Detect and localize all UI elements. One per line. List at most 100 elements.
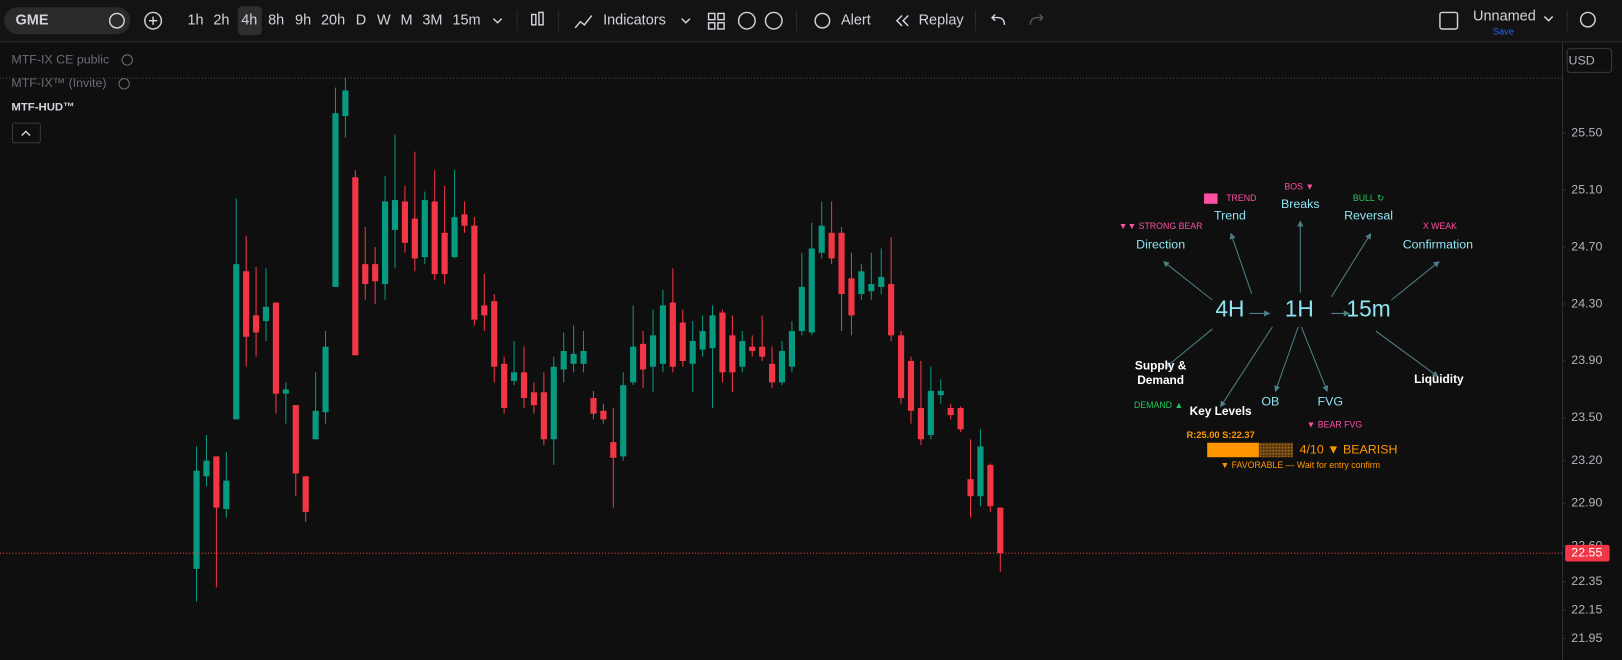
hide-icon[interactable] bbox=[121, 54, 133, 66]
candle-body bbox=[491, 301, 498, 367]
candle-body bbox=[818, 225, 825, 253]
replay-button[interactable]: Replay bbox=[919, 13, 965, 29]
indicators-button[interactable]: Indicators bbox=[603, 13, 666, 29]
interval-button[interactable]: 9h bbox=[295, 13, 311, 29]
interval-menu[interactable] bbox=[492, 18, 503, 24]
hud-timeframe: 4H bbox=[1215, 295, 1244, 321]
interval-button[interactable]: 8h bbox=[268, 13, 284, 29]
candle-body bbox=[858, 271, 865, 295]
candle-body bbox=[987, 464, 994, 507]
candle-body bbox=[391, 200, 399, 230]
candle-body bbox=[977, 446, 984, 497]
add-symbol[interactable] bbox=[144, 11, 163, 30]
candle-body bbox=[649, 335, 657, 367]
alert-icon[interactable] bbox=[814, 12, 831, 29]
layout-icon bbox=[707, 22, 716, 30]
candle-body bbox=[411, 218, 418, 259]
hud-arrow bbox=[1375, 330, 1439, 378]
layout-menu[interactable] bbox=[1543, 16, 1554, 22]
y-tick-label: 23.90 bbox=[1571, 353, 1602, 367]
candle-body bbox=[471, 225, 478, 320]
symbol-search[interactable] bbox=[4, 7, 131, 35]
collapse-legend[interactable] bbox=[11, 122, 41, 144]
toolbar bbox=[0, 0, 1622, 42]
object-button[interactable] bbox=[764, 11, 783, 30]
hud-arrow bbox=[1274, 326, 1299, 392]
hud-node: Demand bbox=[1137, 373, 1184, 387]
compare-icon[interactable] bbox=[108, 12, 125, 29]
hud-node: Reversal bbox=[1344, 208, 1393, 222]
candle-body bbox=[798, 286, 805, 332]
indicator-legend[interactable]: MTF-IX CE public bbox=[11, 52, 109, 66]
layout-icon bbox=[717, 12, 725, 21]
interval-button[interactable]: 15m bbox=[452, 13, 480, 29]
interval-button[interactable]: 1h bbox=[187, 13, 203, 29]
interval-button[interactable]: W bbox=[377, 13, 391, 29]
candle-body bbox=[203, 460, 210, 477]
candle-body bbox=[630, 346, 637, 383]
layout-icon[interactable] bbox=[707, 12, 716, 21]
hud-tag: BOS ▼ bbox=[1284, 182, 1314, 192]
hud-status: ▼ FAVORABLE — Wait for entry confirm bbox=[1221, 460, 1380, 470]
indicator-legend[interactable]: MTF-IX™ (Invite) bbox=[11, 76, 106, 90]
script-button[interactable] bbox=[737, 11, 756, 30]
currency[interactable]: USD bbox=[1569, 53, 1595, 67]
candle-body bbox=[669, 302, 676, 367]
candle-body bbox=[282, 389, 289, 394]
interval-button[interactable]: 3M bbox=[422, 13, 442, 29]
last-price-box bbox=[1565, 544, 1610, 562]
interval-selected bbox=[237, 6, 262, 36]
candle-body bbox=[947, 407, 954, 416]
hud-tag: BULL ↻ bbox=[1353, 193, 1384, 203]
candle-body bbox=[788, 331, 795, 367]
candle-body bbox=[302, 476, 309, 512]
currency-box[interactable] bbox=[1566, 48, 1613, 73]
chart-type-icon[interactable] bbox=[538, 11, 544, 26]
indicator-legend[interactable]: MTF-HUD™ bbox=[11, 102, 74, 114]
hud-node: Trend bbox=[1214, 208, 1246, 222]
alert-button[interactable]: Alert bbox=[841, 13, 871, 29]
undo[interactable] bbox=[991, 13, 1006, 25]
candle-body bbox=[927, 390, 934, 436]
candle-body bbox=[808, 248, 815, 333]
layout-name[interactable]: Unnamed bbox=[1473, 8, 1536, 24]
candle-body bbox=[262, 306, 270, 322]
chart-type-icon[interactable] bbox=[530, 13, 537, 26]
candle-body bbox=[322, 346, 329, 413]
replay-icon[interactable] bbox=[895, 15, 909, 27]
layout-icon bbox=[717, 22, 725, 30]
hud: TREND Trend BOS ▼ Breaks BULL ↻ Reversal… bbox=[1119, 182, 1473, 470]
save-button[interactable]: Save bbox=[1493, 27, 1514, 37]
hud-node: FVG bbox=[1318, 395, 1344, 409]
interval-button[interactable]: 4h bbox=[241, 13, 257, 29]
quick-search[interactable] bbox=[1579, 11, 1596, 28]
candle-body bbox=[590, 397, 597, 414]
score-bar bbox=[1207, 442, 1259, 458]
symbol[interactable]: GME bbox=[16, 13, 49, 29]
interval-button[interactable]: M bbox=[401, 13, 413, 29]
hud-tag: X WEAK bbox=[1423, 221, 1457, 231]
indicators-icon[interactable] bbox=[574, 15, 593, 29]
candle-body bbox=[838, 232, 845, 295]
interval-button[interactable]: 2h bbox=[213, 13, 229, 29]
candle-body bbox=[431, 201, 438, 275]
candle-body bbox=[957, 407, 964, 430]
redo[interactable] bbox=[1029, 13, 1044, 25]
layout-checkbox[interactable] bbox=[1439, 11, 1459, 30]
hud-arrow bbox=[1162, 261, 1213, 301]
candle-body bbox=[511, 372, 518, 381]
candle-body bbox=[213, 456, 220, 508]
interval-button[interactable]: 20h bbox=[321, 13, 345, 29]
candle-body bbox=[768, 363, 776, 383]
y-tick-label: 23.50 bbox=[1571, 410, 1602, 424]
indicators-menu[interactable] bbox=[681, 18, 691, 24]
hide-icon[interactable] bbox=[118, 78, 130, 90]
candle-body bbox=[600, 410, 607, 420]
candle-body bbox=[560, 350, 567, 370]
candle-body bbox=[749, 346, 756, 351]
interval-button[interactable]: D bbox=[356, 13, 366, 29]
y-tick-label: 21.95 bbox=[1571, 631, 1602, 645]
candle-body bbox=[292, 405, 299, 474]
